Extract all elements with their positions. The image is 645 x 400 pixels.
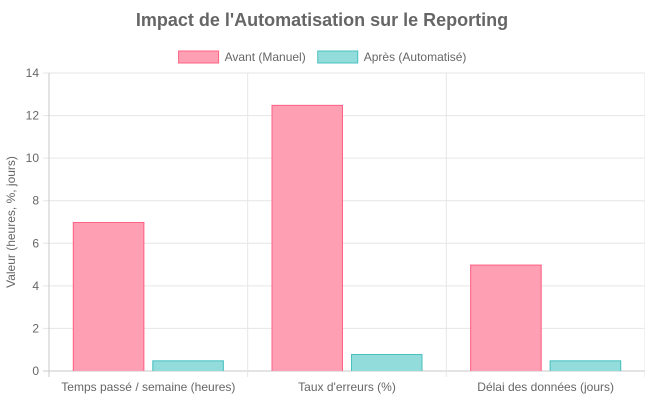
bar-border: [549, 360, 622, 371]
bar-border: [470, 264, 542, 371]
y-axis-ticks: 0 2 4 6 8 10 12 14: [26, 66, 40, 378]
bar-border: [351, 353, 423, 371]
bar[interactable]: [549, 360, 622, 371]
x-tick-label: Délai des données (jours): [477, 380, 614, 394]
legend-item[interactable]: Avant (Manuel): [178, 50, 306, 64]
bar-fill: [470, 264, 542, 371]
bar-border: [72, 222, 145, 371]
bar-fill: [152, 360, 224, 371]
legend: Avant (Manuel) Après (Automatisé): [178, 50, 467, 64]
legend-label: Après (Automatisé): [364, 50, 467, 64]
bar-fill: [271, 104, 343, 371]
bar[interactable]: [72, 222, 145, 371]
y-tick-label: 0: [32, 364, 39, 378]
bar[interactable]: [470, 264, 542, 371]
legend-swatch: [178, 50, 220, 64]
bar-border: [152, 360, 224, 371]
y-tick-label: 2: [32, 321, 39, 335]
bars: [72, 104, 622, 371]
y-axis-label: Valeur (heures, %, jours): [4, 156, 18, 288]
legend-label: Avant (Manuel): [225, 50, 306, 64]
bar[interactable]: [271, 104, 343, 371]
bar[interactable]: [351, 353, 423, 371]
bar-fill: [549, 360, 622, 371]
bar-fill: [351, 353, 423, 371]
x-tick-label: Taux d'erreurs (%): [298, 380, 396, 394]
y-tick-label: 14: [26, 66, 40, 80]
y-tick-label: 6: [32, 236, 39, 250]
x-tick-label: Temps passé / semaine (heures): [61, 380, 235, 394]
x-axis-ticks: Temps passé / semaine (heures) Taux d'err…: [61, 380, 614, 394]
y-tick-label: 12: [26, 109, 40, 123]
y-tick-label: 10: [26, 151, 40, 165]
bar[interactable]: [152, 360, 224, 371]
y-tick-label: 4: [32, 279, 39, 293]
bar-border: [271, 104, 343, 371]
chart-title: Impact de l'Automatisation sur le Report…: [136, 10, 508, 30]
bar-fill: [72, 222, 145, 371]
legend-item[interactable]: Après (Automatisé): [317, 50, 467, 64]
y-tick-label: 8: [32, 194, 39, 208]
legend-swatch: [317, 50, 359, 64]
